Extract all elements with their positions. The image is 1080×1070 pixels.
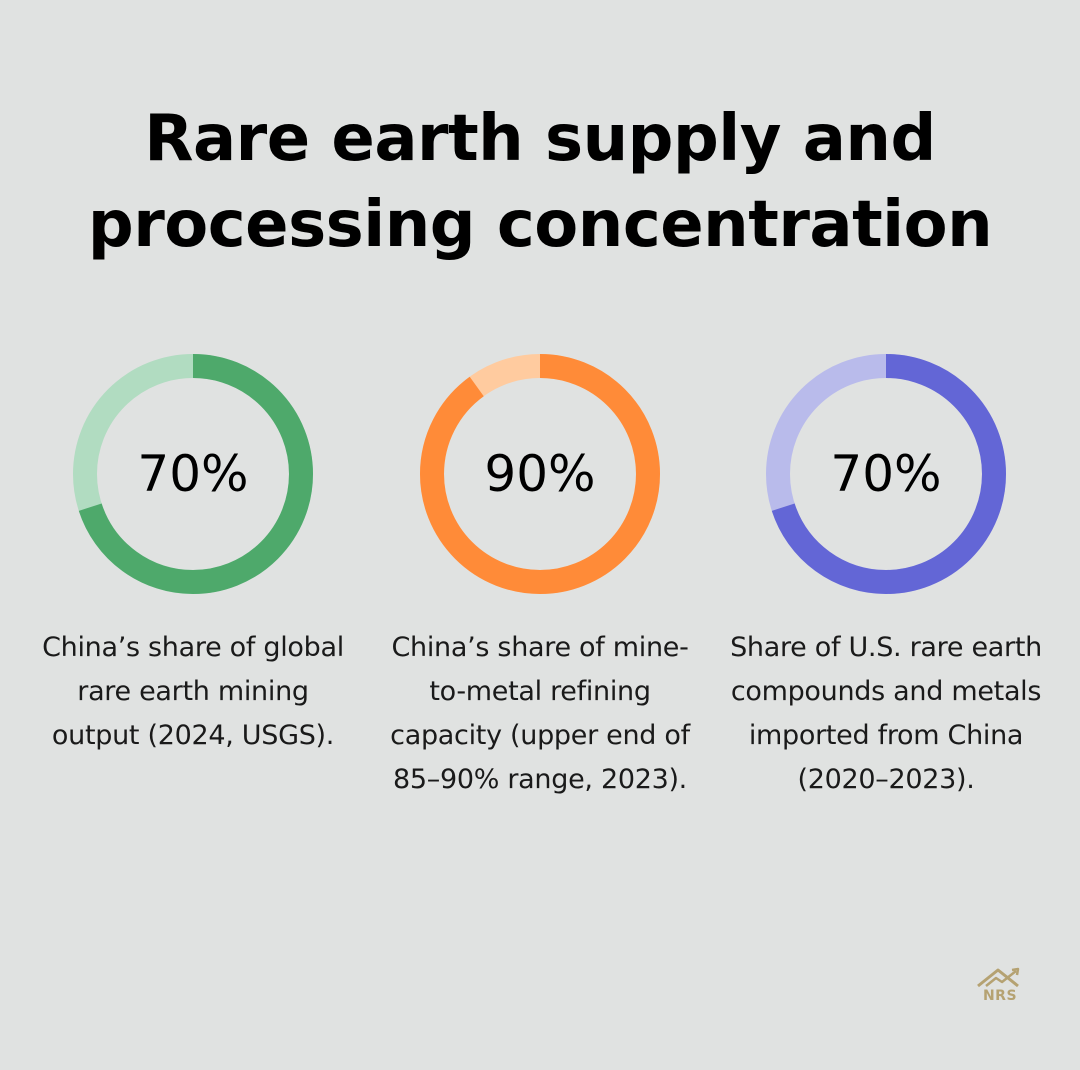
brand-logo: NRS [972, 966, 1028, 1010]
page-title: Rare earth supply and processing concent… [87, 102, 993, 262]
stat-value-mining: 70% [137, 445, 249, 503]
stat-value-refining: 90% [484, 445, 596, 503]
logo-text: NRS [982, 988, 1018, 1004]
stat-description-imports: Share of U.S. rare earth compounds and m… [730, 632, 1042, 795]
donut-chart-imports [726, 352, 1046, 596]
stat-value-imports: 70% [830, 445, 942, 503]
donut-chart-refining [380, 352, 700, 596]
donut-value-arc [420, 354, 660, 594]
donut-chart-mining [33, 352, 353, 596]
donut-svg-imports [766, 354, 1006, 594]
donut-svg-refining [420, 354, 660, 594]
stat-description-mining: China’s share of global rare earth minin… [42, 632, 344, 751]
house-chart-icon [977, 967, 1020, 988]
donut-svg-mining [73, 354, 313, 594]
donut-value-arc [73, 354, 313, 594]
donut-value-arc [766, 354, 1006, 594]
stat-description-refining: China’s share of mine-to-metal refining … [390, 632, 690, 795]
